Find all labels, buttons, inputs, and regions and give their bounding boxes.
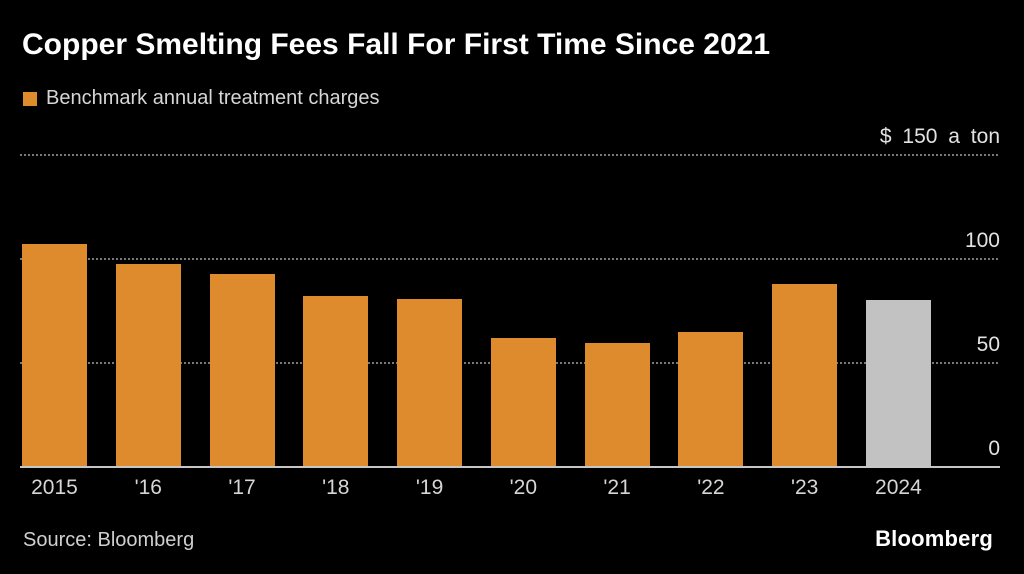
x-tick-label-23: '23	[790, 476, 819, 499]
x-tick-label-21: '21	[603, 476, 631, 499]
x-tick-label-18: '18	[322, 476, 350, 499]
bar-18	[303, 295, 369, 467]
x-tick-label-2015: 2015	[31, 476, 78, 499]
x-axis-baseline	[20, 465, 1000, 468]
page-title: Copper Smelting Fees Fall For First Time…	[22, 28, 771, 61]
bar-19	[397, 298, 463, 467]
y-tick-label-0: 0	[988, 436, 1000, 460]
x-tick-label-17: '17	[228, 476, 256, 499]
bar-22	[678, 331, 744, 467]
x-tick-label-19: '19	[415, 476, 444, 499]
bar-17	[209, 274, 275, 467]
legend-swatch-icon	[23, 91, 37, 106]
bar-23	[772, 283, 838, 467]
x-tick-label-22: '22	[697, 476, 725, 499]
x-tick-label-2024: 2024	[875, 476, 922, 499]
y-tick-label-150: $ 150 a ton	[879, 125, 1000, 148]
y-tick-label-50: 50	[976, 332, 1000, 356]
gridline-150	[20, 154, 1000, 156]
source-note: Source: Bloomberg	[23, 529, 195, 551]
y-tick-label-100: 100	[964, 228, 1000, 252]
legend-label: Benchmark annual treatment charges	[46, 87, 380, 109]
x-tick-label-16: '16	[134, 476, 162, 499]
bar-2015	[22, 244, 87, 467]
bar-2024	[865, 300, 931, 467]
bar-16	[115, 264, 181, 467]
gridline-100	[20, 257, 1000, 260]
x-tick-label-20: '20	[509, 476, 538, 499]
legend: Benchmark annual treatment charges	[23, 87, 380, 110]
bloomberg-logo: Bloomberg	[875, 526, 993, 551]
bar-21	[584, 342, 650, 467]
bar-20	[490, 337, 556, 467]
